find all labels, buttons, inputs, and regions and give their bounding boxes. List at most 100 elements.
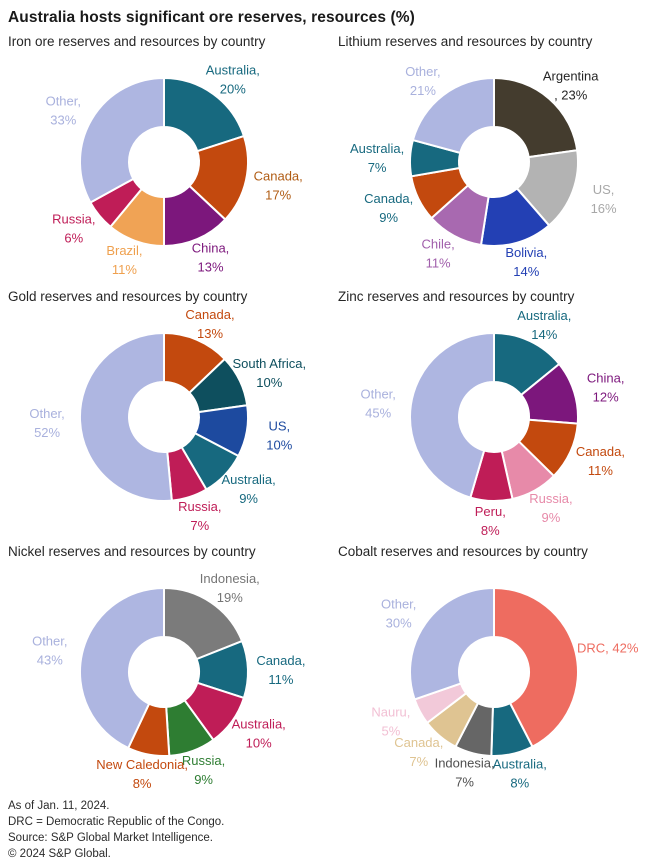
pie-label-china: 13% (197, 260, 223, 275)
pie-label-russia: Russia, (529, 491, 572, 506)
pie-label-canada: 13% (197, 326, 223, 341)
chart-cell-gold: Gold reserves and resources by country C… (0, 284, 330, 539)
pie-label-us: 10% (266, 438, 292, 453)
pie-label-new-caledonia: 8% (133, 776, 152, 791)
pie-label-russia: Russia, (182, 753, 225, 768)
chart-subtitle-iron-ore: Iron ore reserves and resources by count… (8, 34, 266, 49)
pie-label-nauru: 5% (382, 724, 401, 739)
pie-label-canada: 11% (268, 672, 293, 687)
pie-label-us: US, (593, 182, 615, 197)
pie-slice-australia (163, 77, 245, 153)
pie-label-australia: 14% (531, 327, 557, 342)
chart-subtitle-nickel: Nickel reserves and resources by country (8, 544, 256, 559)
pie-label-russia: Russia, (52, 212, 95, 227)
pie-label-peru: Peru, (475, 504, 506, 519)
donut-chart-gold: Canada, 13% South Africa, 10% US, 10% Australi… (29, 307, 306, 533)
pie-label-chile: Chile, (421, 237, 454, 252)
chart-cell-nickel: Nickel reserves and resources by country… (0, 539, 330, 794)
pie-slice-indonesia (163, 587, 244, 661)
pie-label-chile: 11% (426, 256, 451, 271)
pie-label-china: China, (587, 370, 625, 385)
pie-label-australia: Australia, (517, 308, 571, 323)
pie-label-bolivia: Bolivia, (505, 245, 547, 260)
pie-label-russia: 6% (64, 231, 83, 246)
pie-label-bolivia: 14% (513, 264, 539, 279)
pie-slice-other (409, 332, 495, 499)
pie-label-russia: 9% (194, 772, 213, 787)
pie-label-south-africa: 10% (256, 375, 282, 390)
pie-label-us: 16% (591, 201, 617, 216)
pie-label-australia: 20% (220, 82, 246, 97)
pie-label-other: 33% (50, 113, 76, 128)
pie-label-brazil: Brazil, (106, 243, 142, 258)
pie-label-indonesia: 19% (217, 590, 243, 605)
chart-cell-zinc: Zinc reserves and resources by country A… (330, 284, 660, 539)
footer-note-drc: DRC = Democratic Republic of the Congo. (8, 816, 225, 828)
pie-label-peru: 8% (481, 523, 500, 538)
pie-label-canada: Canada, (576, 444, 625, 459)
donut-chart-lithium: Argentina , 23% US, 16% Bolivia, 14% Chile, 11%… (350, 64, 617, 279)
chart-subtitle-zinc: Zinc reserves and resources by country (338, 289, 575, 304)
donut-chart-iron-ore: Australia, 20% Canada, 17% China, 13% Brazil, 1… (46, 63, 303, 277)
pie-label-other: Other, (32, 634, 67, 649)
footer-note-source: Source: S&P Global Market Intelligence. (8, 832, 213, 844)
pie-label-other: Other, (360, 386, 395, 401)
pie-label-russia: 7% (190, 518, 209, 533)
pie-label-russia: Russia, (178, 499, 221, 514)
pie-label-drc: DRC, 42% (577, 641, 639, 656)
pie-label-other: 30% (386, 615, 412, 630)
pie-label-canada: 17% (265, 188, 291, 203)
footer-note-asof: As of Jan. 11, 2024. (8, 800, 110, 812)
pie-label-other: Other, (381, 596, 416, 611)
pie-label-australia: 8% (510, 776, 529, 791)
pie-label-other: 43% (37, 653, 63, 668)
pie-label-other: 45% (365, 405, 391, 420)
chart-subtitle-cobalt: Cobalt reserves and resources by country (338, 544, 588, 559)
pie-label-brazil: 11% (112, 262, 137, 277)
pie-label-australia: Australia, (206, 63, 260, 78)
pie-label-canada: Canada, (185, 307, 234, 322)
pie-label-canada: 11% (588, 463, 613, 478)
pie-label-other: Other, (46, 94, 81, 109)
pie-label-us: US, (268, 419, 290, 434)
pie-label-canada: Canada, (254, 169, 303, 184)
pie-label-other: Other, (29, 406, 64, 421)
donut-chart-cobalt: DRC, 42% Australia, 8% Indonesia, 7% Canada, 7… (371, 587, 639, 791)
pie-slice-drc (493, 587, 579, 748)
pie-label-canada: 7% (409, 754, 428, 769)
donut-chart-zinc: Australia, 14% China, 12% Canada, 11% Russia, 9… (360, 308, 625, 538)
pie-label-australia: 7% (368, 160, 387, 175)
pie-slice-argentina (493, 77, 579, 159)
pie-label-china: China, (192, 241, 230, 256)
pie-label-australia: Australia, (232, 717, 286, 732)
pie-label-australia: 10% (246, 736, 272, 751)
pie-label-other: 52% (34, 425, 60, 440)
pie-label-russia: 9% (542, 510, 561, 525)
chart-grid: Iron ore reserves and resources by count… (0, 29, 660, 794)
pie-slice-other (79, 332, 173, 502)
pie-slice-other (79, 77, 165, 204)
pie-label-australia: Australia, (221, 472, 275, 487)
footer-note-copyright: © 2024 S&P Global. (8, 848, 111, 860)
pie-label-indonesia: Indonesia, (200, 571, 260, 586)
pie-label-indonesia: Indonesia, (435, 756, 495, 771)
pie-label-other: 21% (410, 83, 436, 98)
pie-label-argentina: , 23% (554, 87, 588, 102)
pie-label-canada: 9% (379, 210, 398, 225)
footer-notes: As of Jan. 11, 2024. DRC = Democratic Re… (8, 798, 660, 862)
pie-label-canada: Canada, (364, 191, 413, 206)
donut-chart-nickel: Indonesia, 19% Canada, 11% Australia, 10% Russ… (32, 571, 305, 791)
chart-cell-cobalt: Cobalt reserves and resources by country… (330, 539, 660, 794)
pie-label-nauru: Nauru, (371, 705, 410, 720)
pie-label-canada: Canada, (256, 653, 305, 668)
chart-cell-lithium: Lithium reserves and resources by countr… (330, 29, 660, 284)
pie-label-australia: Australia, (493, 757, 547, 772)
chart-subtitle-lithium: Lithium reserves and resources by countr… (338, 34, 593, 49)
page-title: Australia hosts significant ore reserves… (8, 9, 415, 26)
chart-subtitle-gold: Gold reserves and resources by country (8, 289, 248, 304)
pie-slice-other (409, 587, 495, 701)
pie-label-australia: Australia, (350, 141, 404, 156)
pie-label-other: Other, (405, 64, 440, 79)
pie-label-new-caledonia: New Caledonia, (96, 757, 188, 772)
